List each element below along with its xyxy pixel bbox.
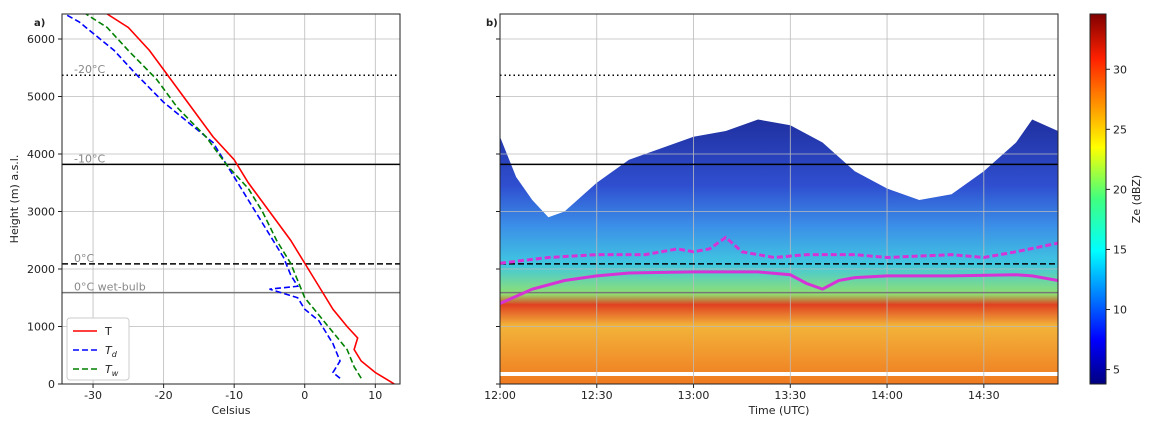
y-tick-label: 5000 (27, 91, 55, 104)
series-line (85, 14, 362, 379)
y-tick-label: 1000 (27, 321, 55, 334)
panel-label: a) (34, 18, 45, 29)
reference-label: -10°C (74, 152, 105, 165)
y-axis-label: Height (m) a.s.l. (8, 155, 21, 244)
x-tick-label: 13:00 (678, 389, 710, 402)
x-tick-label: -30 (84, 389, 102, 402)
legend-subscript: d (112, 350, 118, 359)
colorbar-tick-label: 10 (1113, 304, 1127, 317)
y-tick-label: 3000 (27, 206, 55, 219)
x-axis-label: Time (UTC) (748, 404, 810, 417)
colorbar (1089, 13, 1107, 385)
colorbar-tick-label: 5 (1113, 364, 1120, 377)
axes-frame (61, 13, 401, 385)
axes-frame (499, 13, 1059, 385)
x-tick-label: 14:30 (968, 389, 1000, 402)
x-axis-label: Celsius (212, 404, 251, 417)
legend-name: T (105, 363, 113, 376)
x-tick-label: 10 (368, 389, 382, 402)
x-tick-label: -10 (225, 389, 243, 402)
reflectivity-field (500, 119, 1058, 384)
x-tick-label: 13:30 (774, 389, 806, 402)
colorbar-tick-label: 20 (1113, 183, 1127, 196)
y-tick-label: 4000 (27, 148, 55, 161)
legend-name: T (105, 344, 113, 357)
colorbar-tick-label: 30 (1113, 63, 1127, 76)
legend-label: T (104, 325, 112, 338)
x-tick-label: 14:00 (871, 389, 903, 402)
legend-label: Tw (105, 363, 119, 378)
panel-label: b) (486, 18, 498, 29)
y-tick-label: 0 (48, 378, 55, 391)
legend-box (66, 317, 130, 381)
reference-label: -20°C (74, 63, 105, 76)
series-line (64, 14, 341, 379)
colorbar-tick-label: 15 (1113, 243, 1127, 256)
colorbar-tick-label: 25 (1113, 123, 1127, 136)
x-tick-label: 0 (301, 389, 308, 402)
series-line (500, 235, 1058, 265)
reference-label: 0°C wet-bulb (74, 281, 146, 294)
x-tick-label: -20 (155, 389, 173, 402)
y-tick-label: 6000 (27, 33, 55, 46)
reference-label: 0°C (74, 252, 94, 265)
legend-subscript: w (112, 369, 119, 378)
x-tick-label: 12:00 (484, 389, 516, 402)
series-line (500, 270, 1058, 305)
legend-name: T (104, 325, 112, 338)
series-line (106, 14, 395, 384)
y-tick-label: 2000 (27, 263, 55, 276)
legend-label: Td (105, 344, 118, 359)
colorbar-label: Ze (dBZ) (1130, 175, 1143, 223)
x-tick-label: 12:30 (581, 389, 613, 402)
